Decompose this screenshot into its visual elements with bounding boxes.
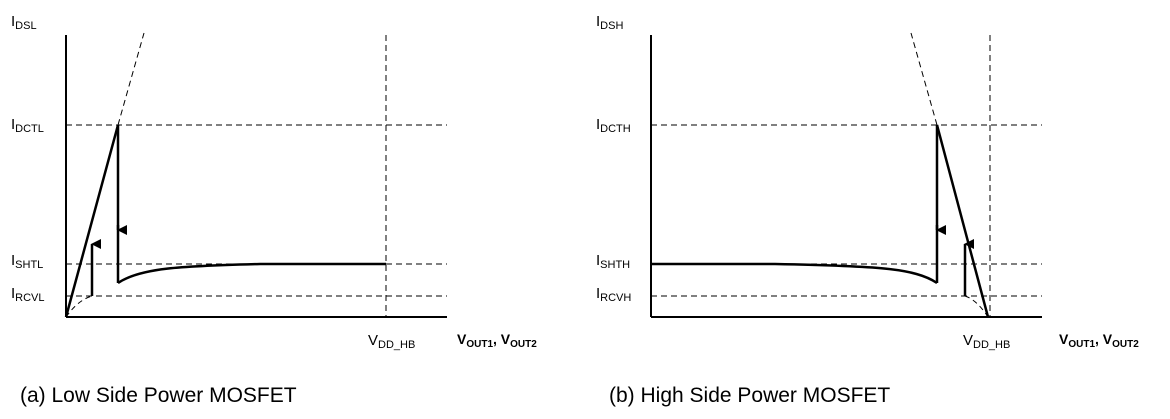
slope-dashed-extension [910,32,938,126]
x-axis-label: VOUT1, VOUT2 [457,331,537,350]
panel-low-side: IDSL IDCTL ISHTL IRCVL VDD_HB VOUT1, VOU… [11,13,537,407]
caption-high-side: (b) High Side Power MOSFET [609,384,891,407]
caption-low-side: (a) Low Side Power MOSFET [20,384,297,407]
current-curve [117,262,386,285]
dctl-label: IDCTL [11,116,44,135]
shtl-label: ISHTL [11,252,44,271]
shth-label: ISHTH [596,252,631,271]
panel-high-side: IDSH IDCTH ISHTH IRCVH VDD_HB VOUT1, VOU… [585,0,1170,419]
y-axis-label: IDSH [596,13,624,32]
rcvl-label: IRCVL [11,285,45,304]
rcvh-label: IRCVH [596,285,632,304]
diagram-high-side [650,32,1042,318]
slope-solid-line [64,124,120,318]
origin-dashed-curve [65,295,93,318]
x-axis-label: VOUT1, VOUT2 [1059,331,1139,350]
y-axis-label: IDSL [11,13,37,32]
current-curve [651,262,938,285]
vdd-label: VDD_HB [963,332,1011,351]
slope-solid-line [935,124,990,318]
slope-dashed-extension [117,32,145,126]
diagram-low-side [64,32,447,318]
dcth-label: IDCTH [596,116,631,135]
vdd-label: VDD_HB [368,332,416,351]
